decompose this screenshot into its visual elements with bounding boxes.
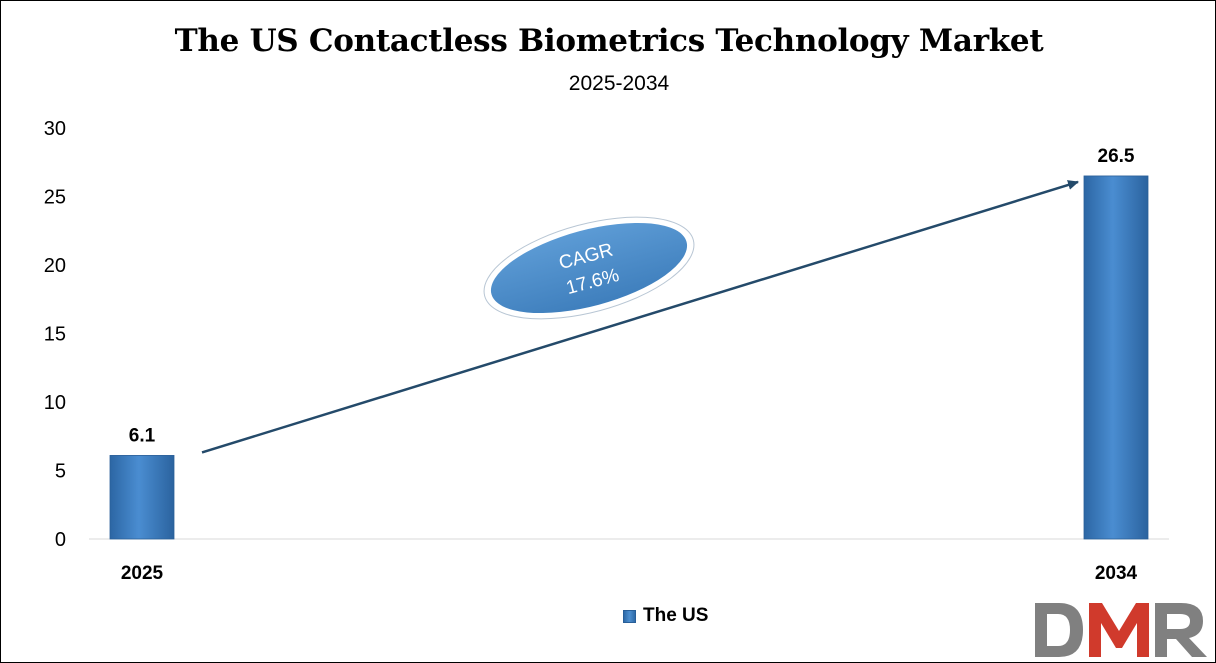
bar-2025 [109, 455, 175, 540]
cagr-badge: CAGR 17.6% [483, 216, 695, 320]
y-tick-label: 30 [44, 118, 66, 140]
x-tick-label-2025: 2025 [121, 563, 164, 584]
y-tick-label: 0 [55, 529, 66, 551]
y-tick-label: 15 [44, 324, 66, 346]
chart-title: The US Contactless Biometrics Technology… [174, 23, 1044, 59]
x-axis: 2025 2034 [121, 563, 1138, 584]
y-tick-label: 10 [44, 392, 66, 414]
legend-swatch [623, 609, 636, 623]
dmr-logo [1035, 603, 1207, 657]
y-tick-label: 5 [55, 461, 66, 483]
cagr-arrow [201, 180, 1079, 454]
data-labels: 6.1 26.5 [129, 146, 1135, 446]
legend-label: The US [643, 605, 709, 626]
data-label-2025: 6.1 [129, 425, 156, 446]
chart-subtitle: 2025-2034 [568, 72, 670, 95]
y-axis: 0 5 10 15 20 25 30 [44, 118, 66, 551]
bar-series-the-us [109, 175, 1149, 540]
y-tick-label: 20 [44, 255, 66, 277]
legend: The US [623, 605, 708, 627]
bar-2034 [1083, 175, 1149, 540]
y-tick-label: 25 [44, 187, 66, 209]
data-label-2034: 26.5 [1098, 146, 1135, 167]
x-tick-label-2034: 2034 [1095, 563, 1138, 584]
